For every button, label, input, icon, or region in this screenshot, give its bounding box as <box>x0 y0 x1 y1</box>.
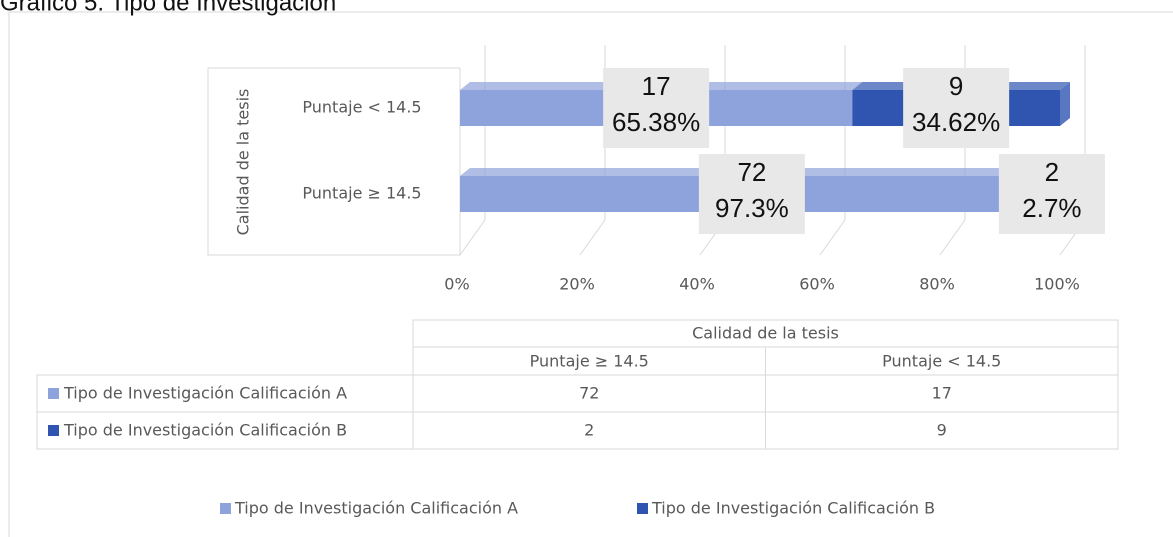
table-row-label: Tipo de Investigación Calificación A <box>63 384 347 403</box>
data-label-box <box>698 154 805 234</box>
table-column-header: Puntaje ≥ 14.5 <box>530 352 649 371</box>
x-tick-label: 40% <box>679 275 715 294</box>
data-label: 72 <box>737 157 766 187</box>
data-label: 2.7% <box>1022 193 1081 223</box>
grid-line <box>939 219 966 256</box>
chart-title: Gráfico 5. Tipo de Investigación <box>0 0 336 16</box>
table-legend-key <box>48 388 59 399</box>
table-value: 2 <box>584 421 594 440</box>
table-column-header: Puntaje < 14.5 <box>882 352 1001 371</box>
data-label: 65.38% <box>612 107 700 137</box>
grid-line <box>459 219 486 256</box>
legend-swatch <box>637 503 648 514</box>
x-tick-label: 20% <box>559 275 595 294</box>
x-tick-label: 0% <box>444 275 469 294</box>
category-group-label: Calidad de la tesis <box>234 89 253 236</box>
data-label: 2 <box>1045 157 1059 187</box>
x-tick-label: 60% <box>799 275 835 294</box>
data-label: 97.3% <box>715 193 789 223</box>
data-label: 9 <box>949 71 963 101</box>
table-value: 9 <box>937 421 947 440</box>
table-legend-key <box>48 425 59 436</box>
bar-end <box>1060 82 1070 126</box>
data-label-box <box>903 68 1010 148</box>
legend-label: Tipo de Investigación Calificación B <box>651 499 935 518</box>
data-label-box <box>603 68 710 148</box>
grid-line <box>819 219 846 256</box>
grid-line <box>579 219 606 256</box>
category-axis-box <box>207 67 461 256</box>
data-label: 34.62% <box>912 107 1000 137</box>
category-label: Puntaje ≥ 14.5 <box>302 184 421 203</box>
table-group-header: Calidad de la tesis <box>692 324 839 343</box>
table-cell <box>765 411 1119 450</box>
x-tick-label: 100% <box>1034 275 1080 294</box>
data-label: 17 <box>642 71 671 101</box>
table-value: 17 <box>932 384 952 403</box>
category-label: Puntaje < 14.5 <box>302 98 421 117</box>
table-row-label: Tipo de Investigación Calificación B <box>63 421 347 440</box>
x-tick-label: 80% <box>919 275 955 294</box>
data-label-box <box>998 154 1105 234</box>
legend-label: Tipo de Investigación Calificación A <box>234 499 518 518</box>
legend-swatch <box>220 503 231 514</box>
table-value: 72 <box>579 384 599 403</box>
